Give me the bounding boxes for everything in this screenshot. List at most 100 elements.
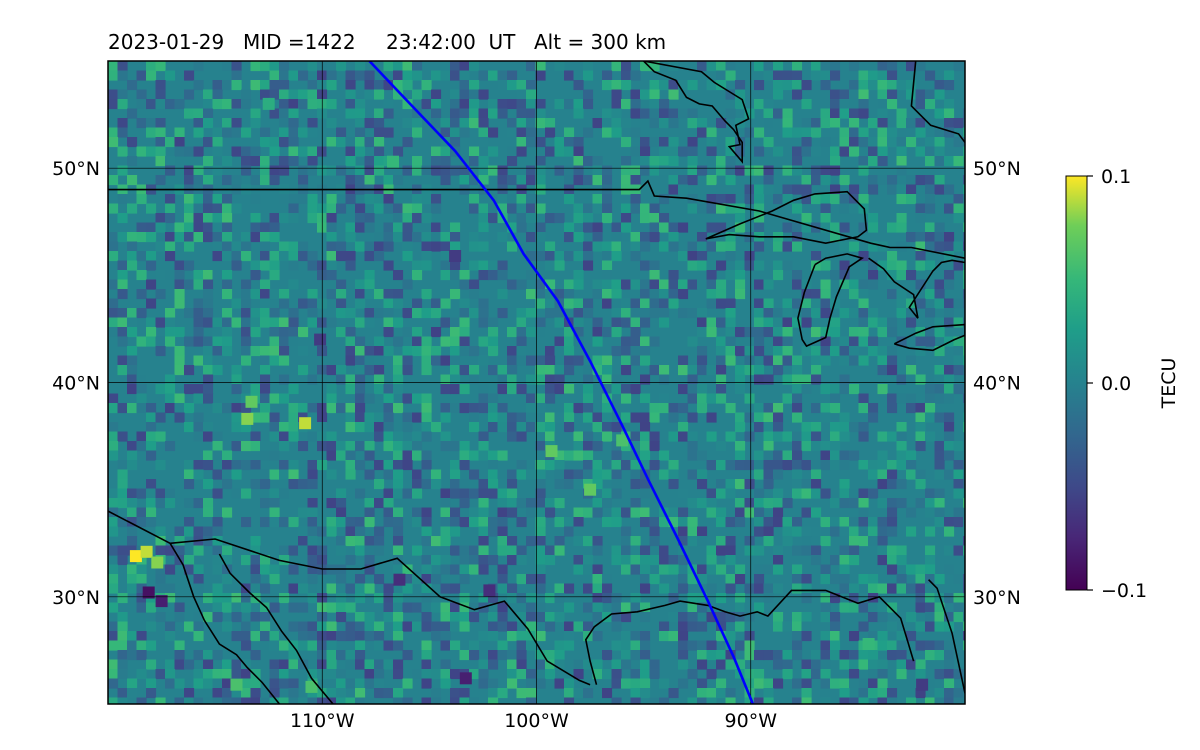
texture-cell — [934, 108, 945, 119]
texture-cell — [203, 678, 214, 689]
texture-cell — [440, 488, 451, 499]
texture-cell — [336, 631, 347, 642]
texture-cell — [212, 650, 223, 661]
texture-cell — [630, 194, 641, 205]
texture-cell — [412, 308, 423, 319]
texture-cell — [716, 165, 727, 176]
texture-cell — [953, 688, 964, 699]
texture-cell — [450, 384, 461, 395]
texture-cell — [364, 669, 375, 680]
texture-cell — [203, 317, 214, 328]
texture-cell — [963, 146, 965, 157]
texture-cell — [127, 203, 138, 214]
texture-cell — [383, 403, 394, 414]
texture-cell — [668, 688, 679, 699]
texture-cell — [640, 602, 651, 613]
texture-cell — [184, 108, 195, 119]
texture-cell — [165, 403, 176, 414]
texture-cell — [649, 279, 660, 290]
texture-cell — [488, 108, 499, 119]
texture-cell — [516, 346, 527, 357]
texture-cell — [488, 327, 499, 338]
texture-cell — [801, 697, 812, 704]
texture-cell — [792, 89, 803, 100]
texture-cell — [896, 393, 907, 404]
texture-cell — [222, 222, 233, 233]
texture-cell — [792, 70, 803, 81]
texture-cell — [469, 488, 480, 499]
texture-cell — [621, 545, 632, 556]
texture-cell — [830, 631, 841, 642]
texture-cell — [716, 241, 727, 252]
texture-cell — [383, 498, 394, 509]
texture-cell — [383, 175, 394, 186]
texture-cell — [792, 526, 803, 537]
texture-cell — [621, 80, 632, 91]
texture-cell — [203, 393, 214, 404]
texture-cell — [288, 431, 299, 442]
texture-cell — [364, 308, 375, 319]
texture-cell — [906, 365, 917, 376]
texture-cell — [269, 175, 280, 186]
texture-cell — [545, 298, 556, 309]
texture-cell — [621, 279, 632, 290]
texture-cell — [136, 602, 147, 613]
texture-cell — [763, 412, 774, 423]
texture-cell — [659, 555, 670, 566]
mexico-border — [108, 510, 591, 686]
texture-cell — [488, 70, 499, 81]
texture-cell — [820, 384, 831, 395]
texture-cell — [421, 602, 432, 613]
texture-cell — [393, 80, 404, 91]
texture-cell — [127, 631, 138, 642]
texture-cell — [545, 384, 556, 395]
texture-cell — [516, 308, 527, 319]
texture-cell — [953, 441, 964, 452]
texture-cell — [136, 669, 147, 680]
texture-cell — [953, 156, 964, 167]
texture-cell — [393, 355, 404, 366]
colorbar-gradient — [1065, 175, 1088, 591]
texture-cell — [687, 118, 698, 129]
texture-cell — [507, 346, 518, 357]
texture-cell — [459, 298, 470, 309]
texture-cell — [440, 498, 451, 509]
texture-cell — [326, 146, 337, 157]
texture-cell — [212, 450, 223, 461]
texture-cell — [811, 118, 822, 129]
texture-cell — [697, 365, 708, 376]
texture-cell — [469, 422, 480, 433]
texture-cell — [241, 99, 252, 110]
texture-cell — [279, 460, 290, 471]
texture-cell — [488, 688, 499, 699]
texture-cell — [260, 403, 271, 414]
texture-cell — [193, 574, 204, 585]
texture-cell — [535, 631, 546, 642]
texture-cell — [269, 564, 280, 575]
texture-cell — [146, 203, 157, 214]
texture-cell — [507, 384, 518, 395]
texture-cell — [659, 317, 670, 328]
texture-cell — [649, 289, 660, 300]
texture-cell — [155, 241, 166, 252]
texture-cell — [944, 422, 955, 433]
texture-cell — [735, 422, 746, 433]
texture-cell — [944, 526, 955, 537]
texture-cell — [687, 365, 698, 376]
texture-cell — [326, 232, 337, 243]
texture-cell — [725, 612, 736, 623]
texture-cell — [820, 564, 831, 575]
texture-cell — [649, 108, 660, 119]
texture-cell — [459, 403, 470, 414]
texture-cell — [136, 507, 147, 518]
texture-cell — [155, 564, 166, 575]
texture-cell — [649, 308, 660, 319]
texture-cell — [184, 70, 195, 81]
texture-cell — [440, 260, 451, 271]
texture-cell — [716, 460, 727, 471]
texture-cell — [697, 346, 708, 357]
texture-cell — [469, 403, 480, 414]
texture-cell — [858, 137, 869, 148]
texture-cell — [165, 213, 176, 224]
texture-cell — [754, 469, 765, 480]
